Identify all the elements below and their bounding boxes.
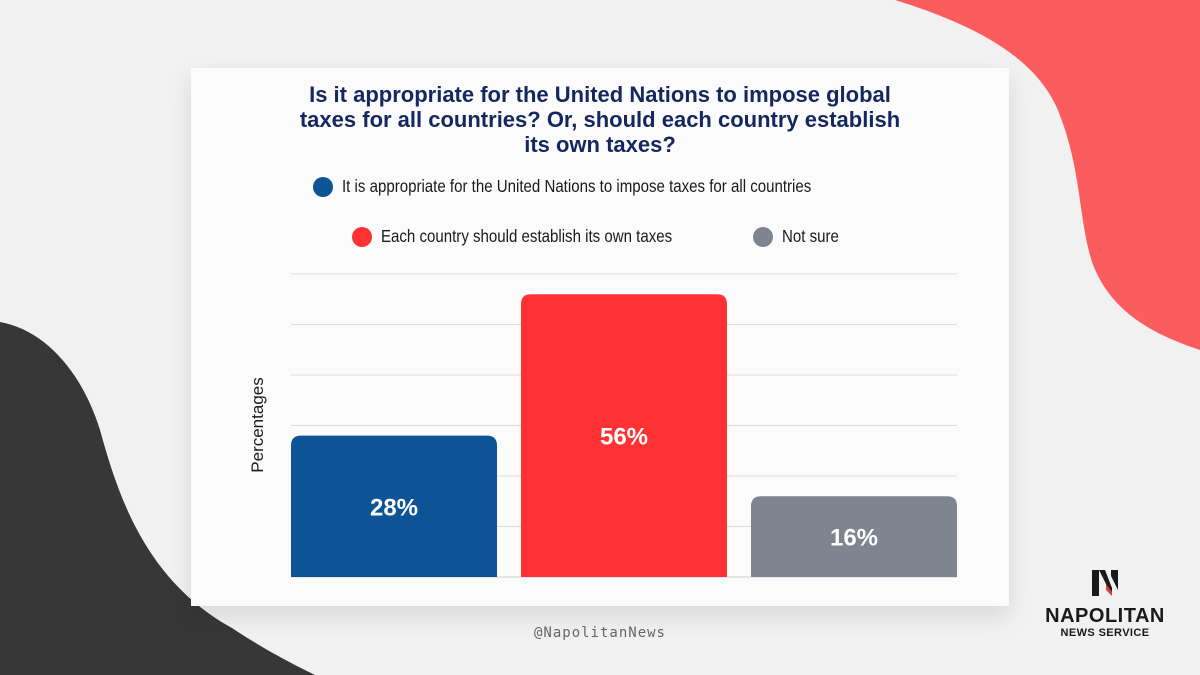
bar-appropriate [291, 435, 497, 577]
legend-item-appropriate: It is appropriate for the United Nations… [312, 176, 888, 197]
legend-row-2: Each country should establish its own ta… [191, 226, 1009, 247]
legend-label: It is appropriate for the United Nations… [341, 176, 811, 196]
y-axis-label: Percentages [248, 377, 267, 473]
title-line: Is it appropriate for the United Nations… [309, 82, 891, 107]
legend-item-own-taxes: Each country should establish its own ta… [351, 226, 720, 247]
brand-logo: NAPOLITAN NEWS SERVICE [1040, 568, 1170, 640]
legend-label: Not sure [782, 226, 840, 246]
social-handle: @NapolitanNews [533, 625, 666, 641]
bar-value-label: 28% [370, 494, 418, 521]
bar-not-sure [751, 496, 957, 577]
red-corner-shape [895, 0, 1200, 350]
legend-item-not-sure: Not sure [753, 226, 848, 247]
legend-dot-blue [312, 176, 333, 197]
bar-value-label: 56% [600, 424, 648, 451]
bar-value-label: 16% [830, 525, 878, 552]
brand-name: NAPOLITAN [1045, 605, 1165, 627]
bar-chart: 28% 56% 16% [291, 273, 957, 578]
dark-corner-shape [0, 322, 315, 675]
chart-title: Is it appropriate for the United Nations… [191, 82, 1009, 157]
legend-dot-red [351, 226, 372, 247]
legend-dot-gray [753, 226, 774, 247]
title-line: taxes for all countries? Or, should each… [299, 107, 901, 132]
brand-subtitle: NEWS SERVICE [1060, 627, 1150, 639]
legend-row-1: It is appropriate for the United Nations… [191, 176, 1009, 197]
n-monogram-icon [1092, 570, 1118, 596]
bar-own-taxes [521, 294, 727, 577]
legend-label: Each country should establish its own ta… [380, 226, 672, 246]
title-line: its own taxes? [524, 132, 676, 157]
